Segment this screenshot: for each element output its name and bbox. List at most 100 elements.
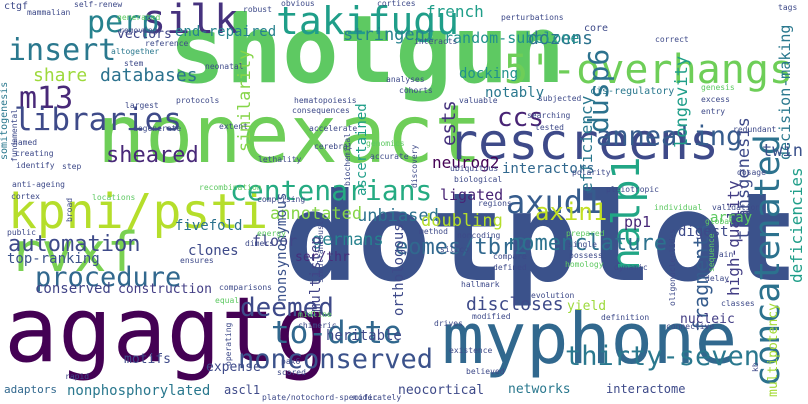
- word-drives: drives: [434, 319, 463, 328]
- word-genomics: genomics: [366, 139, 405, 148]
- word-hematopoiesis: hematopoiesis: [294, 96, 357, 105]
- word-defined: defined: [493, 263, 527, 272]
- word-thirty-seven: thirty-seven: [565, 341, 761, 372]
- word-somitogenesis: somitogenesis: [0, 81, 10, 160]
- word-polarity: polarity: [572, 168, 611, 177]
- word-dozens: dozens: [528, 28, 594, 49]
- word-lethality: lethality: [258, 155, 302, 164]
- word-cerebral: cerebral: [314, 142, 353, 151]
- word-libraries: libraries: [14, 102, 182, 138]
- word-redundant: redundant: [733, 125, 777, 134]
- word-array: array: [710, 210, 753, 226]
- word-axud1: axud1: [506, 183, 603, 221]
- word-to-date: to-date: [271, 315, 402, 351]
- word-global: global: [705, 217, 734, 226]
- word-sheared: sheared: [106, 143, 199, 168]
- word-cortex: cortex: [11, 192, 40, 201]
- word-takifugu: takifugu: [276, 0, 460, 43]
- word-reference: reference: [145, 39, 189, 48]
- word-step: step: [62, 162, 82, 171]
- word-genesis: genesis: [701, 83, 735, 92]
- word-biological: biological: [454, 175, 503, 184]
- word-doubling: doubling: [421, 211, 503, 231]
- word-valuable: valuable: [459, 96, 498, 105]
- word-accurate: accurate: [370, 152, 409, 161]
- word-extent: extent: [219, 122, 248, 131]
- word-accelerate: accelerate: [309, 124, 358, 133]
- word-obvious: obvious: [281, 0, 315, 8]
- word-energy: energy: [257, 229, 286, 238]
- word-core: core: [584, 23, 609, 34]
- word-ests: ests: [438, 100, 460, 146]
- word-altogether: altogether: [111, 47, 160, 56]
- word-procedure: procedure: [35, 262, 182, 293]
- word-fivefold: fivefold: [175, 218, 243, 234]
- word-annotated: annotated: [270, 204, 363, 224]
- word-decision-making: decision-making: [776, 24, 794, 160]
- word-neonatal: neonatal: [205, 62, 244, 71]
- word-removing: removing: [119, 26, 158, 35]
- word-longevity: longevity: [672, 55, 692, 148]
- word-correct: correct: [655, 35, 689, 44]
- word-kpni-psti: kpni/psti: [8, 184, 269, 240]
- word-insert: insert: [8, 33, 117, 68]
- word-anti-ageing: anti-ageing: [12, 180, 65, 189]
- word-expense: expense: [206, 360, 261, 375]
- word-docking: docking: [459, 66, 519, 82]
- word-pax6: pax6: [281, 357, 301, 366]
- word-single: single: [568, 240, 597, 249]
- word-annealing: annealing: [596, 121, 743, 152]
- word-conserved: conserved: [35, 281, 111, 297]
- word-equal: equal: [215, 296, 240, 305]
- word-perp: perp: [87, 5, 160, 40]
- word-moderately: moderately: [353, 393, 402, 402]
- word-believed: believed: [466, 367, 505, 376]
- word-largest: largest: [125, 101, 159, 110]
- word-scored: scored: [277, 368, 306, 377]
- word-deficiencies: deficiencies: [787, 167, 806, 283]
- word-vectors: vectors: [117, 27, 172, 42]
- word-french: french: [426, 2, 484, 21]
- word-degenerate: degenerate: [133, 124, 182, 133]
- word-ubiquitous: ubiquitous: [450, 164, 499, 173]
- word-notably: notably: [485, 85, 545, 101]
- word-nomenclature: nomenclature: [508, 231, 667, 256]
- word-end-repaired: end-repaired: [175, 24, 277, 40]
- word-5-overhangs: 5'-overhangs: [504, 47, 793, 93]
- word-kb: kb: [751, 362, 760, 372]
- word-modified: modified: [472, 312, 511, 321]
- word-efficiency: efficiency: [577, 95, 596, 192]
- word-robust: robust: [243, 5, 272, 14]
- word-simultaneously: simultaneously: [316, 215, 325, 283]
- word-deemed: deemed: [240, 293, 334, 323]
- word-nonexact: nonexact: [97, 88, 483, 181]
- word-gain: gain: [714, 250, 734, 259]
- word-orthologous: orthologous: [391, 223, 407, 316]
- word-searching: searching: [527, 111, 571, 120]
- word-delay: delay: [705, 274, 730, 283]
- word-chimeric: chimeric: [298, 321, 337, 330]
- word-tags: tags: [778, 3, 798, 12]
- word-stem: stem: [124, 59, 144, 68]
- word-discovery: discovery: [410, 144, 419, 188]
- word-floor: floor: [252, 232, 298, 250]
- word-m13: m13: [19, 81, 74, 116]
- word-individual: individual: [654, 203, 703, 212]
- word-cohorts: cohorts: [399, 86, 433, 95]
- word-protocols: protocols: [176, 96, 220, 105]
- word-shotgun: shotgun: [169, 0, 566, 105]
- word-operating: operating: [224, 322, 233, 366]
- word-top-ranking: top-ranking: [7, 251, 100, 267]
- word-databases: databases: [100, 65, 198, 86]
- word-dynamic: dynamic: [614, 263, 648, 272]
- word-nonconserved: nonconserved: [238, 344, 434, 375]
- word-entry: entry: [701, 107, 726, 116]
- word-stringent: stringent: [343, 25, 436, 45]
- word-share: share: [33, 65, 88, 86]
- word-neocortical: neocortical: [398, 383, 485, 398]
- word-nucleic: nucleic: [680, 312, 735, 327]
- word-ligated: ligated: [440, 186, 504, 204]
- word-silico: silico: [440, 245, 469, 254]
- word-regions: regions: [478, 199, 512, 208]
- word-interactome: interactome: [606, 382, 686, 396]
